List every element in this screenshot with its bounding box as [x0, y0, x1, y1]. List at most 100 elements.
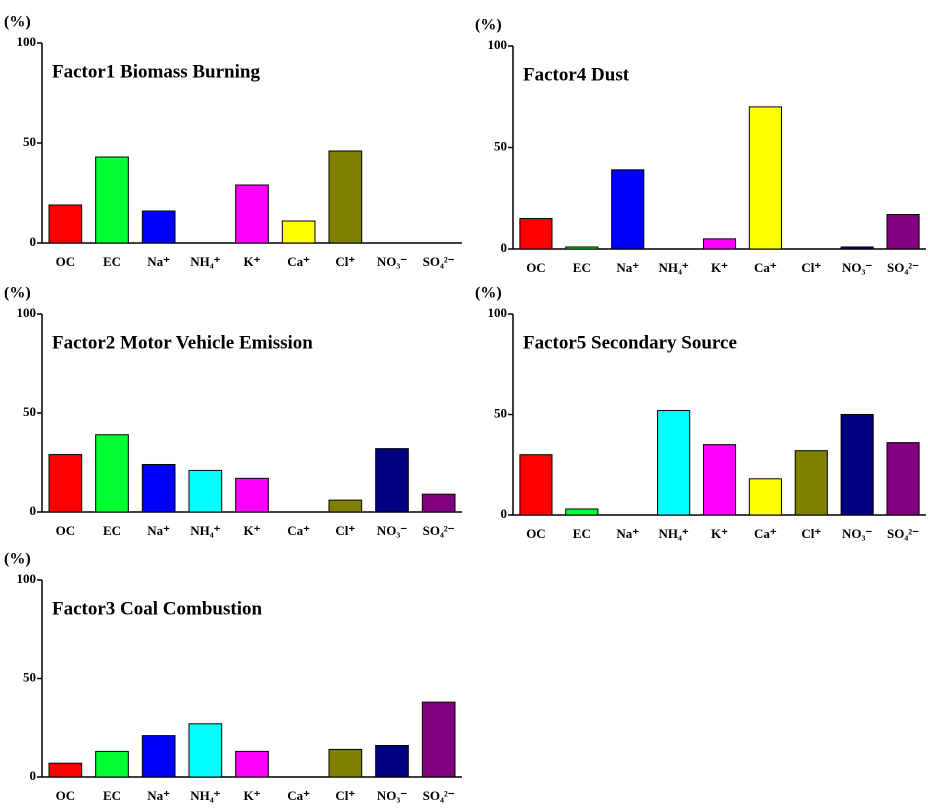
- x-tick-label: NO₃⁻: [377, 523, 407, 538]
- x-tick-label: EC: [103, 523, 121, 538]
- y-tick-label: 50: [23, 404, 36, 419]
- y-tick-label: 0: [30, 503, 37, 518]
- y-tick-label: 50: [494, 138, 507, 153]
- y-tick-label: 0: [501, 240, 508, 255]
- bar: [188, 469, 223, 513]
- x-tick-label: Cl⁺: [335, 788, 355, 803]
- y-tick-label: 100: [488, 305, 508, 320]
- x-tick-label: SO₄²⁻: [423, 523, 455, 538]
- x-tick-label: OC: [56, 254, 76, 269]
- bar: [235, 184, 269, 244]
- bar: [375, 744, 409, 778]
- x-tick-label: K⁺: [244, 523, 261, 538]
- x-tick-label: Ca⁺: [754, 260, 777, 275]
- y-tick-label: 50: [23, 669, 36, 684]
- x-tick-label: OC: [56, 523, 76, 538]
- chart-title: Factor3 Coal Combustion: [52, 598, 262, 619]
- bar: [702, 238, 737, 250]
- y-axis-label: (%): [4, 285, 31, 302]
- bar: [748, 106, 782, 250]
- x-tick-label: Ca⁺: [754, 526, 777, 541]
- bar: [141, 463, 176, 513]
- bar: [95, 434, 129, 513]
- y-tick-label: 100: [17, 305, 37, 320]
- x-tick-label: Ca⁺: [287, 788, 310, 803]
- x-tick-label: NO₃⁻: [377, 254, 407, 269]
- bar: [328, 748, 363, 778]
- x-tick-label: SO₄²⁻: [887, 526, 919, 541]
- x-tick-label: Ca⁺: [287, 523, 310, 538]
- y-axis-label: (%): [4, 551, 31, 568]
- bar: [421, 493, 456, 513]
- x-tick-label: OC: [56, 788, 76, 803]
- bar: [235, 750, 269, 778]
- x-tick-label: Ca⁺: [287, 254, 310, 269]
- y-tick-label: 50: [494, 405, 507, 420]
- y-tick-label: 0: [30, 234, 37, 249]
- bar: [188, 723, 223, 778]
- x-tick-label: K⁺: [244, 254, 261, 269]
- x-tick-label: OC: [526, 260, 546, 275]
- x-tick-label: NO₃⁻: [842, 260, 872, 275]
- x-tick-label: NH₄⁺: [658, 526, 688, 541]
- chart-title: Factor1 Biomass Burning: [52, 61, 260, 82]
- x-tick-label: Cl⁺: [801, 260, 821, 275]
- x-tick-label: K⁺: [244, 788, 261, 803]
- x-tick-label: EC: [573, 526, 591, 541]
- x-tick-label: NO₃⁻: [377, 788, 407, 803]
- x-tick-label: EC: [103, 788, 121, 803]
- y-axis-label: (%): [4, 14, 31, 31]
- bar: [702, 444, 737, 516]
- bar: [328, 150, 363, 244]
- x-tick-label: Na⁺: [147, 523, 170, 538]
- chart-title: Factor2 Motor Vehicle Emission: [52, 332, 313, 353]
- x-tick-label: Na⁺: [147, 788, 170, 803]
- x-tick-label: Cl⁺: [335, 523, 355, 538]
- bar: [375, 448, 409, 513]
- bar: [281, 220, 316, 244]
- bar: [95, 750, 129, 778]
- x-tick-label: EC: [103, 254, 121, 269]
- bar: [748, 478, 782, 516]
- x-tick-label: Na⁺: [616, 260, 639, 275]
- chart-title: Factor5 Secondary Source: [523, 332, 737, 353]
- bar: [48, 204, 83, 244]
- bar: [519, 454, 553, 516]
- bar: [235, 477, 269, 513]
- bar: [657, 409, 691, 516]
- x-tick-label: SO₄²⁻: [887, 260, 919, 275]
- bar: [794, 450, 828, 516]
- x-tick-label: K⁺: [711, 526, 728, 541]
- y-axis-label: (%): [475, 17, 502, 34]
- bar: [519, 218, 553, 250]
- y-tick-label: 100: [488, 37, 508, 52]
- bar: [48, 454, 83, 513]
- chart-title: Factor4 Dust: [523, 64, 630, 85]
- bar: [565, 508, 599, 516]
- x-tick-label: Na⁺: [616, 526, 639, 541]
- y-axis-label: (%): [475, 285, 502, 302]
- x-tick-label: NO₃⁻: [842, 526, 872, 541]
- x-tick-label: OC: [526, 526, 546, 541]
- x-tick-label: NH₄⁺: [658, 260, 688, 275]
- x-tick-label: Cl⁺: [335, 254, 355, 269]
- x-tick-label: Na⁺: [147, 254, 170, 269]
- bar: [886, 442, 920, 516]
- bar: [421, 701, 456, 778]
- y-tick-label: 0: [30, 768, 37, 783]
- x-tick-label: K⁺: [711, 260, 728, 275]
- y-tick-label: 50: [23, 134, 36, 149]
- y-tick-label: 100: [17, 34, 37, 49]
- x-tick-label: EC: [573, 260, 591, 275]
- bar: [141, 735, 176, 778]
- bar: [840, 414, 874, 516]
- bar: [565, 246, 599, 250]
- bar: [840, 246, 874, 250]
- x-tick-label: NH₄⁺: [190, 523, 220, 538]
- x-tick-label: SO₄²⁻: [423, 788, 455, 803]
- bar: [886, 213, 920, 250]
- y-tick-label: 100: [17, 571, 37, 586]
- x-tick-label: NH₄⁺: [190, 254, 220, 269]
- bar: [95, 156, 129, 244]
- x-tick-label: SO₄²⁻: [423, 254, 455, 269]
